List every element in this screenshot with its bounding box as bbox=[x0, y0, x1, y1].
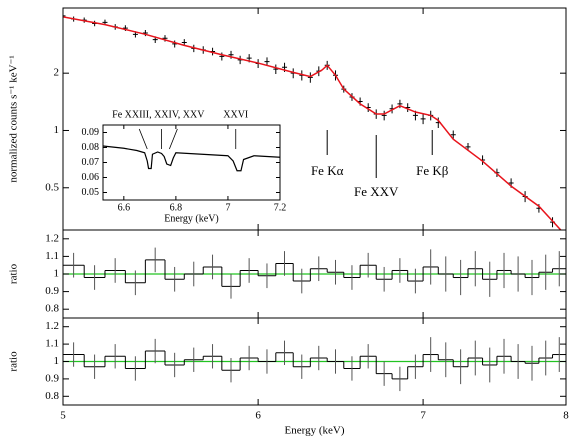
y-tick-label: 1.2 bbox=[45, 320, 59, 332]
y-axis-label: ratio bbox=[8, 351, 20, 372]
data-point bbox=[172, 40, 178, 48]
inset-annotation-line bbox=[169, 128, 178, 150]
data-point bbox=[264, 57, 270, 67]
y-tick-label: 0.5 bbox=[45, 181, 59, 193]
y-tick-label: 1.2 bbox=[45, 232, 59, 244]
x-tick-label: 6 bbox=[255, 410, 261, 422]
annotation: Fe XXV bbox=[354, 184, 399, 199]
y-tick-label: 1.1 bbox=[45, 338, 59, 350]
y-tick-label: 0.06 bbox=[82, 172, 100, 183]
y-axis-label: ratio bbox=[8, 263, 20, 284]
x-tick-label: 7 bbox=[420, 410, 426, 422]
x-axis-label: Energy (keV) bbox=[285, 425, 345, 437]
y-tick-label: 0.05 bbox=[82, 187, 100, 198]
data-point bbox=[142, 30, 148, 37]
y-tick-label: 1 bbox=[54, 355, 60, 367]
annotation: Fe Kβ bbox=[416, 163, 449, 178]
axes-frame bbox=[102, 124, 281, 201]
y-tick-label: 0.9 bbox=[45, 285, 59, 297]
inset-annotation: XXVI bbox=[223, 109, 248, 120]
y-tick-label: 1 bbox=[54, 124, 60, 136]
data-point bbox=[273, 64, 279, 75]
y-tick-label: 0.07 bbox=[82, 157, 100, 168]
data-point bbox=[420, 114, 426, 125]
x-tick-label: 6.8 bbox=[170, 202, 183, 213]
inset-annotation-line bbox=[138, 128, 148, 150]
data-point bbox=[63, 13, 66, 19]
x-tick-label: 7 bbox=[225, 202, 230, 213]
inset-annotation: Fe XXIII, XXIV, XXV bbox=[112, 109, 205, 120]
data-point bbox=[381, 110, 387, 121]
x-tick-label: 5 bbox=[60, 410, 66, 422]
y-tick-label: 0.08 bbox=[82, 142, 100, 153]
x-tick-label: 8 bbox=[563, 410, 569, 422]
axes-frame bbox=[62, 317, 567, 406]
y-tick-label: 2 bbox=[54, 67, 60, 79]
inset-background bbox=[72, 108, 290, 224]
plot-area bbox=[63, 13, 562, 230]
data-point bbox=[307, 72, 313, 83]
annotation: Fe Kα bbox=[311, 163, 344, 178]
data-point bbox=[450, 130, 456, 140]
x-tick-label: 6.6 bbox=[118, 202, 131, 213]
x-tick-label: 7.2 bbox=[274, 202, 287, 213]
y-tick-label: 0.9 bbox=[45, 372, 59, 384]
x-axis-label: Energy (keV) bbox=[164, 213, 219, 224]
model-line bbox=[63, 16, 562, 230]
y-axis-label: normalized counts s⁻¹ keV⁻¹ bbox=[8, 55, 20, 182]
y-tick-label: 1 bbox=[54, 268, 60, 280]
data-point bbox=[219, 52, 225, 61]
inset-line bbox=[102, 145, 281, 172]
y-tick-label: 0.8 bbox=[45, 390, 59, 402]
y-tick-label: 0.8 bbox=[45, 303, 59, 315]
y-tick-label: 0.09 bbox=[82, 127, 100, 138]
y-tick-label: 1.1 bbox=[45, 250, 59, 262]
data-point bbox=[397, 99, 403, 109]
